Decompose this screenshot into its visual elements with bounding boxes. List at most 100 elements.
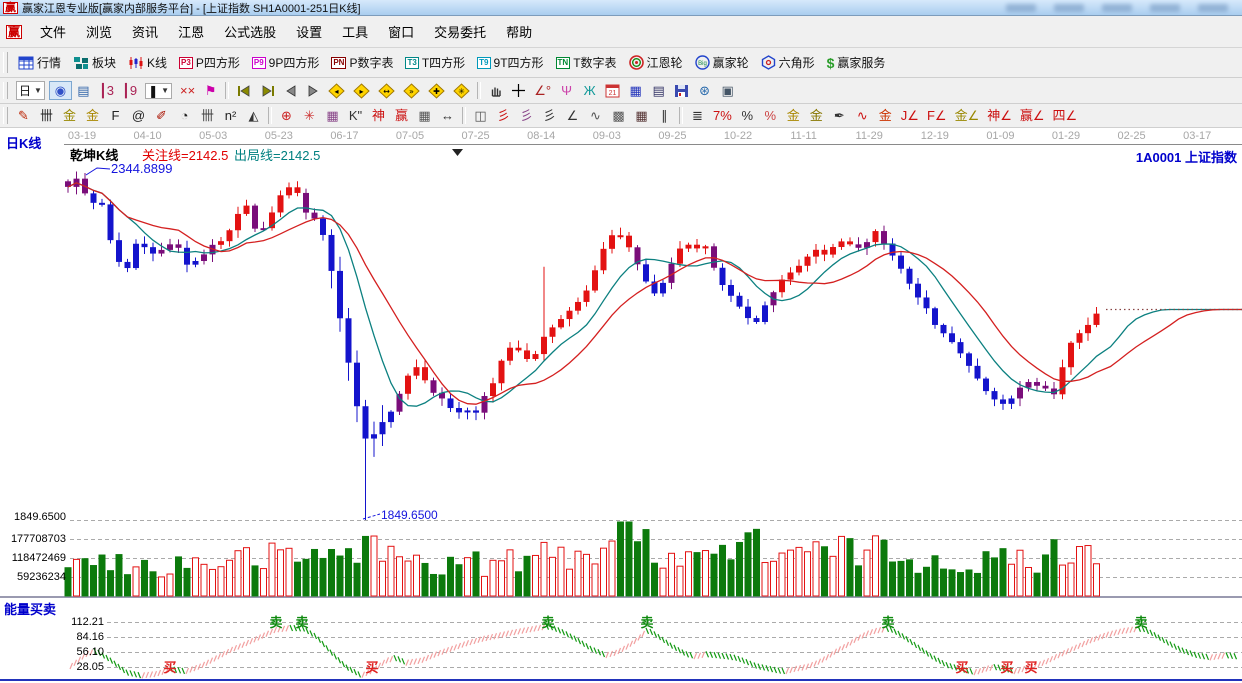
- grid-dense2-button[interactable]: ▦: [630, 106, 653, 125]
- menu-settings[interactable]: 设置: [296, 25, 323, 40]
- zigzag-wave-button[interactable]: ∿: [584, 106, 607, 125]
- gold-grid-2-button[interactable]: 金: [81, 106, 104, 125]
- tick-ruler-button[interactable]: 卌: [196, 106, 219, 125]
- hexagon-button[interactable]: 六角形: [755, 52, 821, 73]
- pattern-x-button[interactable]: ××: [176, 81, 199, 100]
- shen-tool-button[interactable]: 神: [367, 106, 390, 125]
- scale-in-button[interactable]: »: [399, 81, 424, 101]
- angle-f-button[interactable]: F∠: [923, 106, 951, 125]
- menu-file[interactable]: 文件: [40, 25, 67, 40]
- parallel-lines-button[interactable]: ∥: [653, 106, 676, 125]
- p-number-table-button[interactable]: PN P数字表: [331, 56, 394, 70]
- mask-tool-button[interactable]: ◉: [48, 81, 72, 100]
- prev-page-button[interactable]: [280, 82, 302, 100]
- wave-red-button[interactable]: ∿: [851, 106, 874, 125]
- chart9-button[interactable]: ┃9: [118, 81, 141, 100]
- chart-canvas[interactable]: [0, 128, 1242, 683]
- quotes-button[interactable]: 行情: [12, 52, 67, 73]
- price-ruler-button[interactable]: ≣: [686, 106, 709, 125]
- menu-formula-stock-picker[interactable]: 公式选股: [224, 25, 277, 40]
- winner-service-button[interactable]: $ 赢家服务: [826, 54, 886, 71]
- n-squared-button[interactable]: n²: [219, 106, 242, 125]
- crosshair-tool-button[interactable]: [507, 81, 530, 100]
- gold-line-button[interactable]: 金: [805, 106, 828, 125]
- info-panel-button[interactable]: ▤: [72, 81, 95, 100]
- period-day-dropdown[interactable]: 日 ▼: [12, 79, 49, 102]
- percent7-button[interactable]: 7%: [709, 106, 736, 125]
- menu-trade-order[interactable]: 交易委托: [434, 25, 487, 40]
- menu-news[interactable]: 资讯: [132, 25, 159, 40]
- gann-wheel-button[interactable]: 江恩轮: [623, 52, 689, 73]
- t-number-table-button[interactable]: TN T数字表: [555, 56, 617, 70]
- draw-pen-button[interactable]: ✎: [12, 106, 35, 125]
- fan-box-purple-button[interactable]: 彡: [515, 106, 538, 125]
- last-page-button[interactable]: [256, 82, 280, 100]
- chart-area[interactable]: 日K线 乾坤K线 关注线=2142.5 出局线=2142.5 1A0001 上证…: [0, 128, 1242, 683]
- calculator-button[interactable]: ▦: [624, 81, 647, 100]
- menu-browse[interactable]: 浏览: [86, 25, 113, 40]
- scale-right-button[interactable]: ▸: [349, 81, 374, 101]
- panel-period-label[interactable]: 日K线: [6, 136, 42, 151]
- angle-j-button[interactable]: J∠: [897, 106, 923, 125]
- box-frame-button[interactable]: ◫: [469, 106, 492, 125]
- grid-dense-button[interactable]: ▩: [607, 106, 630, 125]
- workstation-button[interactable]: ▣: [716, 81, 739, 100]
- candle-style-dropdown[interactable]: ❚ ▼: [141, 81, 176, 101]
- sectors-button[interactable]: 板块: [67, 52, 122, 73]
- trend-pen-button[interactable]: ∠: [561, 106, 584, 125]
- ink-pen-button[interactable]: ✒: [828, 106, 851, 125]
- color-flag-button[interactable]: ⚑: [199, 81, 222, 100]
- star-brain-button[interactable]: Ж: [578, 81, 601, 100]
- star-grid-button[interactable]: ✳: [298, 106, 321, 125]
- web-update-button[interactable]: ⊛: [693, 81, 716, 100]
- t-square-button[interactable]: T3 T四方形: [405, 56, 466, 70]
- angle-gold-button[interactable]: 金∠: [951, 106, 984, 125]
- ying-tool-button[interactable]: 赢: [390, 106, 413, 125]
- chart3-button[interactable]: ┃3: [95, 81, 118, 100]
- gold-circle-button[interactable]: 金: [782, 106, 805, 125]
- gann-ticks-button[interactable]: 卌: [35, 106, 58, 125]
- angle-si-button[interactable]: 四∠: [1049, 106, 1082, 125]
- brush-tool-button[interactable]: ✐: [150, 106, 173, 125]
- angle-shen-button[interactable]: 神∠: [983, 106, 1016, 125]
- gold-grid-1-button[interactable]: 金: [58, 106, 81, 125]
- notepad-button[interactable]: ▤: [647, 81, 670, 100]
- next-page-button[interactable]: [302, 82, 324, 100]
- scale-out-button[interactable]: ✚: [424, 81, 449, 101]
- save-button[interactable]: [670, 82, 693, 100]
- fan-box-dark-button[interactable]: 彡: [538, 106, 561, 125]
- t9-square-button[interactable]: T9 9T四方形: [477, 56, 544, 70]
- menu-tools[interactable]: 工具: [342, 25, 369, 40]
- gold-underline-button[interactable]: 金: [874, 106, 897, 125]
- percent-button[interactable]: %: [736, 106, 759, 125]
- parallel-lines-icon: ∥: [661, 108, 668, 123]
- k-marks-button[interactable]: K": [344, 106, 367, 125]
- menu-help[interactable]: 帮助: [506, 25, 533, 40]
- date-axis-label: 07-05: [395, 130, 425, 142]
- angle-mirror-button[interactable]: ◭: [242, 106, 265, 125]
- pink-wand-button[interactable]: Ψ: [555, 81, 578, 100]
- scale-all-button[interactable]: ✳: [449, 81, 474, 101]
- scale-left-button[interactable]: ◂: [324, 81, 349, 101]
- winner-wheel-button[interactable]: Big 赢家轮: [689, 52, 755, 73]
- angle-ying-button[interactable]: 赢∠: [1016, 106, 1049, 125]
- scale-h-button[interactable]: ↔: [374, 81, 399, 101]
- percent-line-button[interactable]: %: [759, 106, 782, 125]
- grid-123-button[interactable]: ▦: [413, 106, 436, 125]
- p-square-button[interactable]: P3 P四方形: [179, 56, 240, 70]
- menu-gann[interactable]: 江恩: [178, 25, 205, 40]
- spiral-tool-button[interactable]: @: [127, 106, 150, 125]
- compass-cross-button[interactable]: ⊕: [275, 106, 298, 125]
- p9-square-button[interactable]: P9 9P四方形: [251, 56, 320, 70]
- hand-tool-button[interactable]: [484, 81, 507, 100]
- menu-window[interactable]: 窗口: [388, 25, 415, 40]
- angle-measure-button[interactable]: ∠°: [530, 81, 555, 100]
- fan-lines-red-button[interactable]: 彡: [492, 106, 515, 125]
- box-grid-button[interactable]: ▦: [321, 106, 344, 125]
- fibonacci-grid-button[interactable]: F: [104, 106, 127, 125]
- first-page-button[interactable]: [232, 82, 256, 100]
- kline-button[interactable]: K线: [122, 52, 173, 73]
- calendar-button[interactable]: 21: [601, 82, 624, 100]
- span-arrows-button[interactable]: ↔: [436, 106, 459, 125]
- cycle-clock-button[interactable]: ◔: [173, 106, 196, 125]
